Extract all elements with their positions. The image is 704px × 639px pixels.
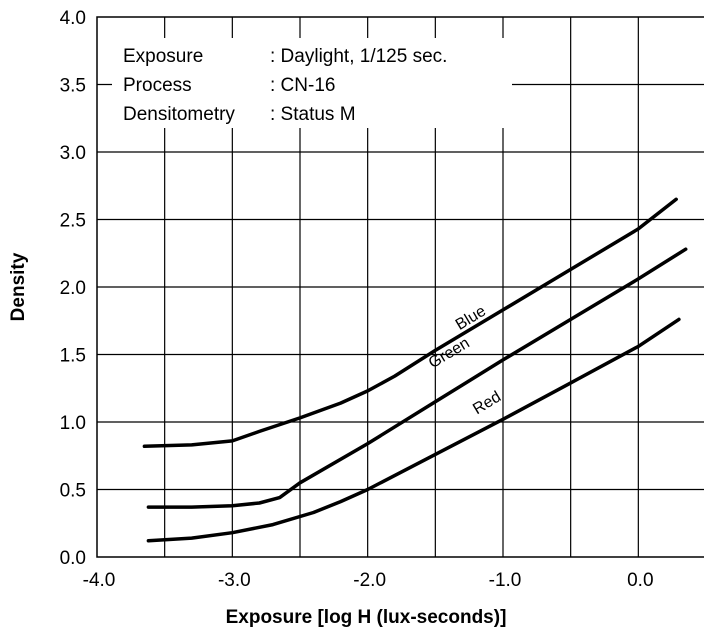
annotation-exposure-key: Exposure [123, 46, 203, 67]
curve-red [146, 317, 681, 543]
x-tick-label: -1.0 [489, 570, 522, 591]
y-tick-label: 4.0 [60, 8, 86, 29]
x-tick-label: -4.0 [83, 570, 116, 591]
curve-label-red: Red [470, 388, 504, 418]
y-tick-label: 0.5 [60, 481, 86, 502]
x-tick-label: 0.0 [627, 570, 653, 591]
annotation-background [112, 38, 512, 128]
annotation-process-key: Process [123, 75, 192, 96]
y-tick-label: 2.0 [60, 278, 86, 299]
annotation-densitometry-key: Densitometry [123, 104, 235, 125]
x-axis-title: Exposure [log H (lux-seconds)] [226, 607, 507, 628]
y-tick-label: 1.0 [60, 413, 86, 434]
x-tick-label: -2.0 [353, 570, 386, 591]
curves [142, 197, 688, 543]
x-tick-labels: -4.0 -3.0 -2.0 -1.0 0.0 [83, 570, 654, 591]
curve-green [146, 247, 688, 509]
y-tick-label: 0.0 [60, 548, 86, 569]
y-tick-label: 2.5 [60, 211, 86, 232]
y-tick-label: 1.5 [60, 346, 86, 367]
annotation-process-value: : CN-16 [270, 75, 335, 96]
y-tick-label: 3.5 [60, 76, 86, 97]
annotation-exposure-value: : Daylight, 1/125 sec. [270, 46, 447, 67]
x-tick-label: -3.0 [218, 570, 251, 591]
y-tick-label: 3.0 [60, 143, 86, 164]
y-axis-title: Density [8, 252, 29, 321]
plot-frame [96, 16, 704, 558]
curve-blue [142, 197, 678, 449]
annotation-box: Exposure : Daylight, 1/125 sec. Process … [112, 38, 512, 128]
annotation-densitometry-value: : Status M [270, 104, 356, 125]
y-tick-labels: 0.0 0.5 1.0 1.5 2.0 2.5 3.0 3.5 4.0 [60, 8, 86, 569]
